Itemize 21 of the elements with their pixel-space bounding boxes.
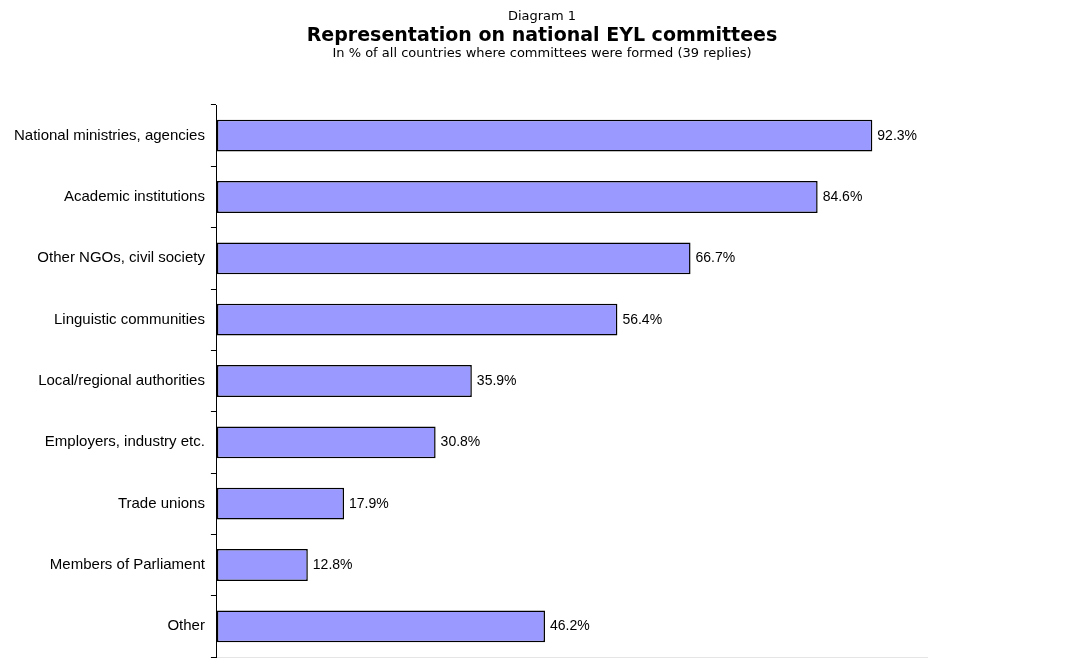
y-tick-label: Members of Parliament xyxy=(49,555,206,573)
data-label: 12.8% xyxy=(312,555,353,572)
y-tick-label: Other NGOs, civil society xyxy=(37,248,206,266)
data-label: 92.3% xyxy=(877,126,918,143)
y-tick-label: Other xyxy=(167,616,205,634)
y-tick-label: National ministries, agencies xyxy=(14,125,205,143)
y-tick-label: Trade unions xyxy=(117,493,205,511)
y-tick-label: Linguistic communities xyxy=(54,309,205,327)
data-label: 66.7% xyxy=(695,249,736,266)
chart-subtitle: In % of all countries where committees were formed (39 replies) xyxy=(331,45,753,60)
data-label: 46.2% xyxy=(549,617,590,634)
data-label: 35.9% xyxy=(476,371,517,388)
y-tick-label: Employers, industry etc. xyxy=(44,432,205,450)
data-label: 84.6% xyxy=(822,187,863,204)
text: Diagram 1 xyxy=(506,7,578,23)
chart-title: Representation on national EYL committees xyxy=(305,23,779,45)
y-tick-label: Academic institutions xyxy=(64,187,205,205)
data-label: 56.4% xyxy=(622,310,663,327)
y-tick-label: Local/regional authorities xyxy=(38,371,205,389)
data-label: 30.8% xyxy=(440,433,481,450)
data-label: 17.9% xyxy=(349,494,389,511)
